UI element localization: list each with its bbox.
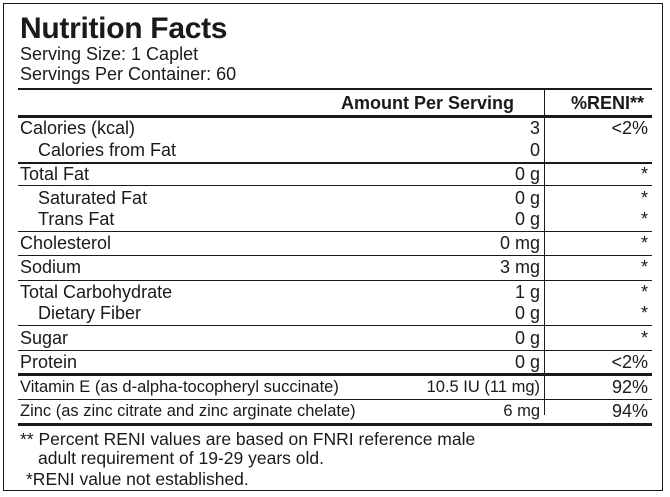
reni-footnote-line2: adult requirement of 19-29 years old. xyxy=(38,448,324,468)
row-divider xyxy=(18,399,652,400)
nutrient-amount: 0 g xyxy=(514,164,540,184)
row-divider xyxy=(18,350,652,351)
nutrient-amount: 6 mg xyxy=(503,402,540,420)
reni-not-established-note: *RENI value not established. xyxy=(26,469,249,489)
row-divider xyxy=(18,325,652,326)
nutrient-percent: 92% xyxy=(611,377,648,397)
reni-footnote-line1: ** Percent RENI values are based on FNRI… xyxy=(20,429,476,449)
panel-title: Nutrition Facts xyxy=(20,12,228,45)
nutrient-amount: 1 g xyxy=(514,282,540,302)
nutrient-name: Total Fat xyxy=(20,164,90,184)
nutrient-name: Protein xyxy=(20,352,78,372)
header-divider-bottom xyxy=(18,115,652,118)
table-row: Protein 0 g <2% xyxy=(18,351,652,373)
nutrient-name: Total Carbohydrate xyxy=(20,282,173,302)
nutrient-name: Calories from Fat xyxy=(38,140,177,160)
nutrient-name: Zinc (as zinc citrate and zinc arginate … xyxy=(20,402,356,420)
footnote-divider xyxy=(18,423,652,426)
table-row: Vitamin E (as d-alpha-tocopheryl succina… xyxy=(18,376,652,398)
table-row: Total Fat 0 g * xyxy=(18,163,652,185)
nutrient-amount: 0 g xyxy=(514,352,540,372)
nutrient-amount: 0 g xyxy=(514,209,540,229)
nutrient-amount: 0 mg xyxy=(499,233,540,253)
header-divider-top xyxy=(18,88,652,90)
nutrition-facts-panel: Nutrition Facts Serving Size: 1 Caplet S… xyxy=(3,3,663,491)
nutrient-amount: 0 g xyxy=(514,328,540,348)
nutrient-name: Vitamin E (as d-alpha-tocopheryl succina… xyxy=(20,378,339,396)
table-row: Cholesterol 0 mg * xyxy=(18,232,652,254)
nutrient-name: Dietary Fiber xyxy=(38,303,142,323)
servings-per-container: Servings Per Container: 60 xyxy=(20,64,237,84)
nutrient-percent: * xyxy=(640,303,648,323)
row-divider xyxy=(18,162,652,164)
table-row: Total Carbohydrate 1 g * xyxy=(18,281,652,303)
nutrient-amount: 3 xyxy=(529,118,540,138)
nutrient-percent: * xyxy=(640,188,648,208)
table-row: Calories from Fat 0 xyxy=(18,139,652,161)
nutrient-name: Sodium xyxy=(20,257,82,277)
serving-size: Serving Size: 1 Caplet xyxy=(20,44,199,64)
row-divider xyxy=(18,255,652,256)
nutrient-percent: * xyxy=(640,233,648,253)
row-divider xyxy=(18,280,652,281)
row-divider xyxy=(18,231,652,232)
nutrient-name: Sugar xyxy=(20,328,69,348)
nutrient-percent: * xyxy=(640,328,648,348)
nutrient-percent: <2% xyxy=(611,352,648,372)
nutrient-name: Saturated Fat xyxy=(38,188,148,208)
table-row: Calories (kcal) 3 <2% xyxy=(18,117,652,139)
nutrient-amount: 0 xyxy=(529,140,540,160)
nutrient-percent: <2% xyxy=(611,118,648,138)
amount-per-serving-header: Amount Per Serving xyxy=(341,93,515,113)
nutrient-amount: 0 g xyxy=(514,188,540,208)
column-divider xyxy=(544,90,545,415)
row-divider xyxy=(18,185,652,186)
table-row: Trans Fat 0 g * xyxy=(18,208,652,230)
table-row: Saturated Fat 0 g * xyxy=(18,187,652,209)
nutrient-amount: 0 g xyxy=(514,303,540,323)
table-row: Sugar 0 g * xyxy=(18,327,652,349)
nutrient-name: Calories (kcal) xyxy=(20,118,136,138)
nutrient-amount: 3 mg xyxy=(499,257,540,277)
table-row: Zinc (as zinc citrate and zinc arginate … xyxy=(18,400,652,422)
table-row: Dietary Fiber 0 g * xyxy=(18,302,652,324)
nutrient-percent: 94% xyxy=(611,401,648,421)
nutrient-amount: 10.5 IU (11 mg) xyxy=(426,378,540,396)
nutrient-percent: * xyxy=(640,209,648,229)
nutrient-percent: * xyxy=(640,282,648,302)
nutrient-name: Cholesterol xyxy=(20,233,112,253)
nutrient-name: Trans Fat xyxy=(38,209,115,229)
table-row: Sodium 3 mg * xyxy=(18,256,652,278)
vitamin-section-divider xyxy=(18,373,652,376)
percent-reni-header: %RENI** xyxy=(571,93,645,113)
nutrient-percent: * xyxy=(640,257,648,277)
nutrient-percent: * xyxy=(640,164,648,184)
